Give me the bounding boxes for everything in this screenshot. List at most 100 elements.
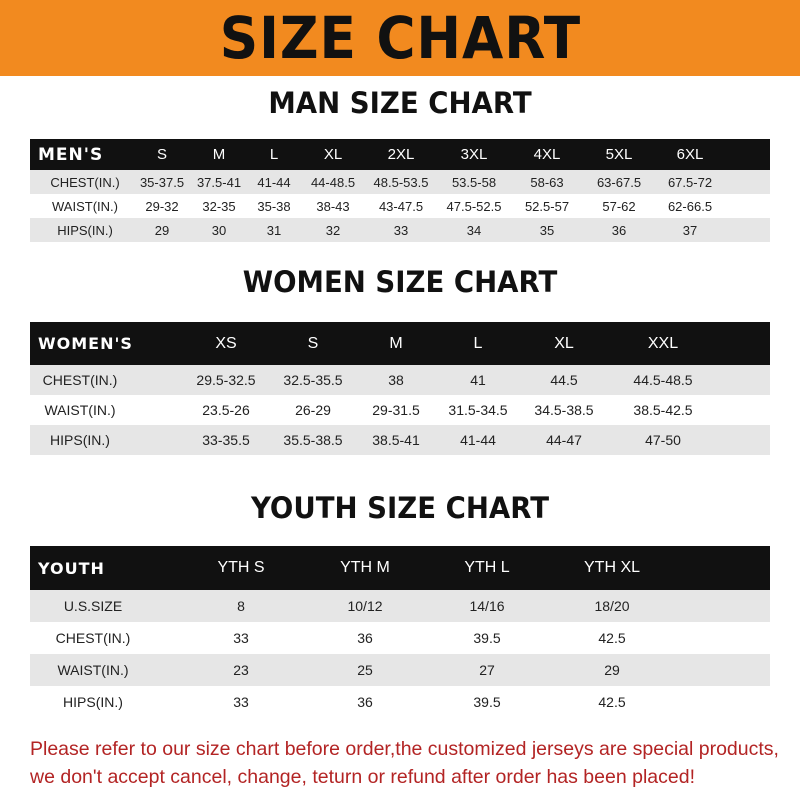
size-header: 5XL [605, 146, 633, 163]
table-cell: 44.5 [550, 372, 578, 388]
title-banner: SIZE CHART [0, 0, 800, 76]
size-header: YTH M [340, 559, 390, 576]
notice-line: Please refer to our size chart before or… [30, 738, 779, 760]
table-cell: 39.5 [473, 694, 501, 710]
row-label: HIPS(IN.) [57, 222, 113, 238]
table-cell: 35.5-38.5 [283, 432, 343, 448]
row-label: CHEST(IN.) [42, 372, 118, 388]
table-cell: 38 [388, 372, 404, 388]
table-cell: 25 [357, 662, 373, 678]
table-row: HIPS(IN.) 33-35.5 35.5-38.5 38.5-41 41-44 44-… [30, 425, 770, 455]
table-cell: 29.5-32.5 [196, 372, 256, 388]
size-header: XS [215, 334, 237, 352]
table-cell: 41-44 [460, 432, 496, 448]
table-cell: 31 [266, 222, 282, 238]
size-header: XXL [647, 334, 679, 352]
men-size-table: MEN'S S M L XL 2XL 3XL 4XL 5XL 6XL CHEST(IN.) 35-37… [30, 139, 770, 242]
table-cell: 33 [393, 222, 409, 238]
table-cell: 38.5-41 [372, 432, 420, 448]
notice-line: we don't accept cancel, change, teturn o… [30, 766, 695, 788]
table-cell: 38.5-42.5 [633, 402, 693, 418]
table-cell: 44-47 [546, 432, 582, 448]
table-cell: 41 [470, 372, 486, 388]
table-cell: 14/16 [469, 598, 505, 614]
table-cell: 33 [233, 630, 249, 646]
table-corner-label: MEN'S [38, 144, 104, 165]
table-cell: 10/12 [347, 598, 383, 614]
size-header: YTH XL [583, 559, 641, 576]
table-cell: 39.5 [473, 630, 501, 646]
header-row: MEN'S S M L XL 2XL 3XL 4XL 5XL 6XL [30, 139, 770, 170]
youth-size-table: YOUTH YTH S YTH M YTH L YTH XL U.S.SIZE 8 10/12… [30, 546, 770, 718]
size-header: XL [323, 146, 343, 163]
size-header: XL [554, 334, 574, 352]
table-cell: 29-32 [145, 198, 179, 214]
size-header: S [156, 146, 168, 163]
order-notice: Please refer to our size chart before or… [30, 735, 790, 791]
table-cell: 67.5-72 [667, 174, 713, 190]
table-cell: 35-38 [257, 198, 291, 214]
size-header: 6XL [676, 146, 704, 163]
header-row: YOUTH YTH S YTH M YTH L YTH XL [30, 546, 770, 590]
table-cell: 8 [237, 598, 245, 614]
table-row: WAIST(IN.) 23 25 27 29 [30, 654, 770, 686]
size-header: 4XL [533, 146, 561, 163]
table-cell: 29-31.5 [372, 402, 420, 418]
table-cell: 38-43 [316, 198, 350, 214]
table-cell: 47-50 [645, 432, 681, 448]
table-cell: 23.5-26 [202, 402, 250, 418]
size-header: YTH S [217, 559, 265, 576]
men-section-title: MAN SIZE CHART [268, 86, 532, 120]
table-cell: 34.5-38.5 [534, 402, 594, 418]
table-cell: 35-37.5 [139, 174, 185, 190]
table-cell: 42.5 [598, 694, 626, 710]
table-corner-label: YOUTH [38, 558, 105, 578]
table-cell: 36 [611, 222, 627, 238]
size-header: L [473, 334, 483, 352]
table-cell: 57-62 [602, 198, 636, 214]
table-cell: 27 [479, 662, 495, 678]
table-cell: 26-29 [295, 402, 331, 418]
table-cell: 63-67.5 [596, 174, 642, 190]
women-section-title: WOMEN SIZE CHART [242, 265, 558, 299]
row-label: HIPS(IN.) [63, 694, 123, 710]
table-row: HIPS(IN.) 33 36 39.5 42.5 [30, 686, 770, 718]
table-row: WAIST(IN.) 29-32 32-35 35-38 38-43 43-47.5 47.… [30, 194, 770, 218]
table-cell: 48.5-53.5 [373, 174, 429, 190]
size-header: M [389, 334, 403, 352]
youth-section-title: YOUTH SIZE CHART [250, 491, 550, 525]
table-cell: 44-48.5 [310, 174, 356, 190]
table-cell: 62-66.5 [667, 198, 713, 214]
women-size-table: WOMEN'S XS S M L XL XXL CHEST(IN.) 29.5-32.5 32.5… [30, 322, 770, 455]
table-cell: 33 [233, 694, 249, 710]
table-row: HIPS(IN.) 29 30 31 32 33 34 35 36 37 [30, 218, 770, 242]
table-row: U.S.SIZE 8 10/12 14/16 18/20 [30, 590, 770, 622]
size-header: 3XL [460, 146, 488, 163]
table-cell: 35 [539, 222, 555, 238]
table-cell: 33-35.5 [202, 432, 250, 448]
table-cell: 41-44 [257, 174, 291, 190]
table-cell: 36 [357, 694, 373, 710]
row-label: HIPS(IN.) [50, 432, 110, 448]
size-header: 2XL [387, 146, 415, 163]
table-row: WAIST(IN.) 23.5-26 26-29 29-31.5 31.5-34.5 34… [30, 395, 770, 425]
table-cell: 44.5-48.5 [633, 372, 693, 388]
page-title: SIZE CHART [219, 4, 581, 72]
row-label: CHEST(IN.) [50, 174, 120, 190]
table-cell: 34 [466, 222, 482, 238]
table-cell: 30 [211, 222, 227, 238]
header-row: WOMEN'S XS S M L XL XXL [30, 322, 770, 365]
table-cell: 37.5-41 [196, 174, 242, 190]
row-label: CHEST(IN.) [55, 630, 131, 646]
row-label: WAIST(IN.) [44, 402, 116, 418]
row-label: U.S.SIZE [63, 598, 123, 614]
table-cell: 36 [357, 630, 373, 646]
table-cell: 29 [604, 662, 620, 678]
table-cell: 23 [233, 662, 249, 678]
table-cell: 31.5-34.5 [448, 402, 508, 418]
table-cell: 42.5 [598, 630, 626, 646]
table-row: CHEST(IN.) 35-37.5 37.5-41 41-44 44-48.5 48.5… [30, 170, 770, 194]
table-row: CHEST(IN.) 29.5-32.5 32.5-35.5 38 41 44.5 44.5… [30, 365, 770, 395]
table-cell: 52.5-57 [524, 198, 570, 214]
table-cell: 53.5-58 [451, 174, 497, 190]
